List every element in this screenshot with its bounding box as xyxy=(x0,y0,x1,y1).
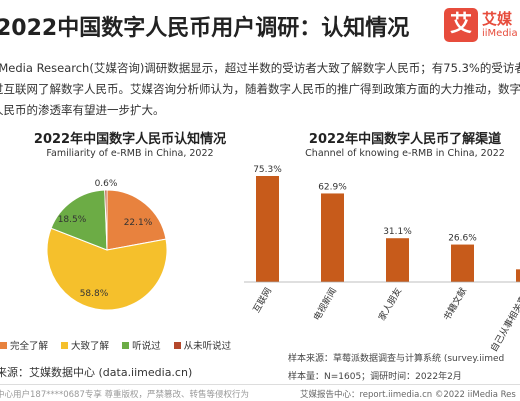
pie-value-label: 18.5% xyxy=(58,215,87,225)
pie-value-label: 22.1% xyxy=(124,218,153,228)
logo-mark: 艾 xyxy=(444,8,478,42)
pie-slice xyxy=(106,189,167,251)
legend-item: 从未听说过 xyxy=(173,338,232,352)
pie-chart-title: 2022年中国数字人民币认知情况 xyxy=(33,132,227,147)
x-tick-label: 自己从事相关事业 xyxy=(488,286,520,354)
legend-swatch xyxy=(61,342,69,349)
bar xyxy=(256,176,279,282)
legend-label: 完全了解 xyxy=(10,341,49,352)
bar xyxy=(516,269,520,282)
legend-swatch xyxy=(173,342,181,349)
bar xyxy=(451,244,474,282)
x-tick-label: 家人朋友 xyxy=(376,286,404,323)
bar-chart-subtitle: Channel of knowing e-RMB in China, 2022 xyxy=(305,148,505,159)
logo-cn-text: 艾媒 xyxy=(482,10,513,28)
legend-item: 完全了解 xyxy=(0,338,48,352)
intro-paragraph: iiMedia Research(艾媒咨询)调研数据显示，超过半数的受访者大致了… xyxy=(0,58,520,121)
legend-label: 听说过 xyxy=(132,341,161,352)
sample-source: 样本来源：草莓派数据调查与计算系统 (survey.iimed xyxy=(288,354,505,364)
legend-label: 大致了解 xyxy=(71,341,110,352)
intro-line: iiMedia Research(艾媒咨询)调研数据显示，超过半数的受访者大致了… xyxy=(0,61,520,75)
legend-label: 从未听说过 xyxy=(183,341,232,352)
pie-legend: 完全了解 大致了解 听说过 从未听说过 xyxy=(0,338,241,352)
bar xyxy=(321,193,344,282)
intro-line: 过互联网了解数字人民币。艾媒咨询分析师认为，随着数字人民币的推广得到政策方面的大… xyxy=(0,82,520,96)
footer-watermark: 中心用户187****0687专享 尊重版权，严禁篡改、转售等侵权行为 xyxy=(0,390,250,400)
legend-swatch xyxy=(122,342,130,349)
data-source: 来源：艾媒数据中心 (data.iimedia.cn) xyxy=(0,366,193,379)
logo-en-text: iiMedia xyxy=(482,28,518,39)
x-tick-label: 互联网 xyxy=(251,286,274,315)
pie-slice xyxy=(46,227,168,311)
pie-value-label: 0.6% xyxy=(95,179,118,189)
x-tick-label: 书籍文献 xyxy=(441,286,469,323)
legend-swatch xyxy=(0,342,7,349)
legend-item: 大致了解 xyxy=(61,338,109,352)
sample-notes: 样本来源：草莓派数据调查与计算系统 (survey.iimed 样本量：N=16… xyxy=(288,350,504,386)
pie-slice xyxy=(50,189,108,251)
intro-line: 人民币的渗透率有望进一步扩大。 xyxy=(0,103,165,117)
bar-chart-title: 2022年中国数字人民币了解渠道 xyxy=(308,132,502,147)
bar-value-label: 26.6% xyxy=(448,234,477,244)
pie-chart-subtitle: Familiarity of e-RMB in China, 2022 xyxy=(46,148,214,159)
iimedia-logo: 艾 艾媒 iiMedia xyxy=(444,8,520,48)
bar xyxy=(386,238,409,282)
bar-value-label: 62.9% xyxy=(318,182,347,192)
pie-value-label: 58.8% xyxy=(80,289,109,299)
bar-value-label: 75.3% xyxy=(253,165,282,175)
legend-item: 听说过 xyxy=(122,338,161,352)
footer: 中心用户187****0687专享 尊重版权，严禁篡改、转售等侵权行为 艾媒报告… xyxy=(0,384,520,401)
sample-info: 样本量：N=1605；调研时间：2022年2月 xyxy=(288,372,462,382)
bar-value-label: 31.1% xyxy=(383,227,412,237)
pie-slice xyxy=(104,189,108,251)
page-title: 2022中国数字人民币用户调研：认知情况 xyxy=(0,16,410,41)
x-tick-label: 电视新闻 xyxy=(311,286,339,323)
footer-report-center: 艾媒报告中心：report.iimedia.cn ©2022 iiMedia R… xyxy=(300,390,516,400)
